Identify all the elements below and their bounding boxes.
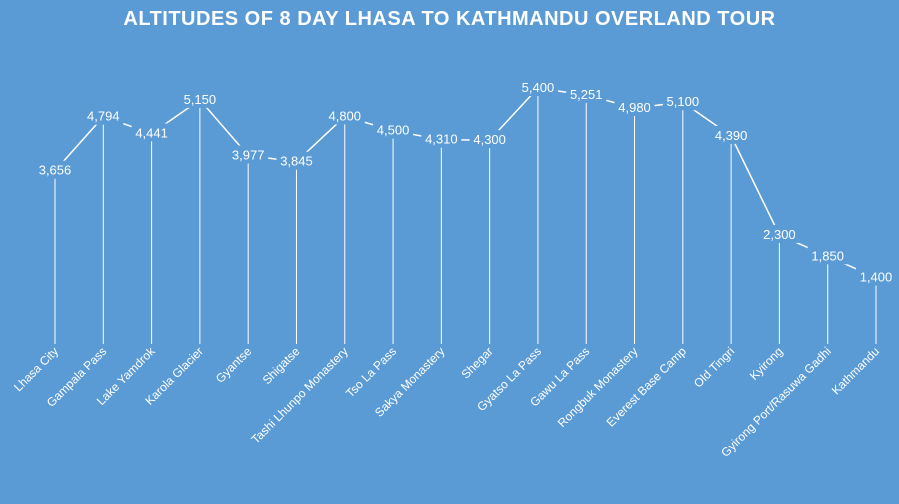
- category-label: Shigatse: [260, 344, 303, 387]
- data-label: 4,980: [618, 100, 651, 115]
- altitude-series-line: [54, 87, 877, 279]
- data-label-background: [759, 224, 800, 243]
- data-label: 5,400: [522, 80, 555, 95]
- category-label: Kathmandu: [829, 344, 882, 397]
- data-label: 4,800: [328, 108, 361, 123]
- data-label-background: [131, 123, 172, 142]
- data-label: 4,794: [87, 109, 120, 124]
- data-label-background: [421, 129, 462, 148]
- chart-title: ALTITUDES OF 8 DAY LHASA TO KATHMANDU OV…: [123, 8, 776, 30]
- data-label-background: [856, 267, 896, 286]
- data-label-background: [83, 106, 124, 125]
- data-label-background: [228, 145, 269, 164]
- category-label: Gyantse: [213, 344, 255, 386]
- category-label: Shegar: [459, 344, 496, 381]
- category-label: Everest Base Camp: [604, 344, 690, 430]
- data-label: 4,441: [135, 125, 168, 140]
- category-label: Rongbuk Monastery: [555, 344, 641, 430]
- data-label-background: [807, 246, 848, 265]
- data-label: 4,300: [473, 132, 506, 147]
- data-label-background: [711, 125, 752, 144]
- data-label-background: [35, 160, 75, 179]
- data-label-background: [517, 78, 558, 96]
- data-label-background: [324, 106, 365, 125]
- data-label-background: [276, 151, 317, 170]
- data-label-background: [662, 92, 703, 111]
- data-label: 3,845: [280, 154, 313, 169]
- category-label: Lhasa City: [11, 344, 61, 394]
- data-label: 4,500: [377, 123, 410, 138]
- data-label: 4,390: [715, 128, 748, 143]
- data-label: 2,300: [763, 227, 796, 242]
- data-label: 1,850: [811, 248, 844, 263]
- data-label: 5,100: [667, 94, 700, 109]
- data-label-background: [179, 89, 220, 108]
- category-label: Old Tingri: [691, 344, 737, 390]
- data-label: 5,150: [184, 92, 217, 107]
- category-label: Kyirong: [747, 344, 786, 383]
- data-label: 1,400: [860, 270, 893, 285]
- data-label: 4,310: [425, 132, 458, 147]
- data-label-background: [566, 85, 607, 104]
- data-label: 5,251: [570, 87, 603, 102]
- data-label: 3,656: [39, 163, 72, 178]
- data-label-background: [373, 120, 414, 139]
- data-label-background: [469, 130, 510, 149]
- data-label-background: [614, 97, 655, 116]
- data-label: 3,977: [232, 147, 265, 162]
- category-label: Tashi Lhunpo Monastery: [249, 344, 351, 446]
